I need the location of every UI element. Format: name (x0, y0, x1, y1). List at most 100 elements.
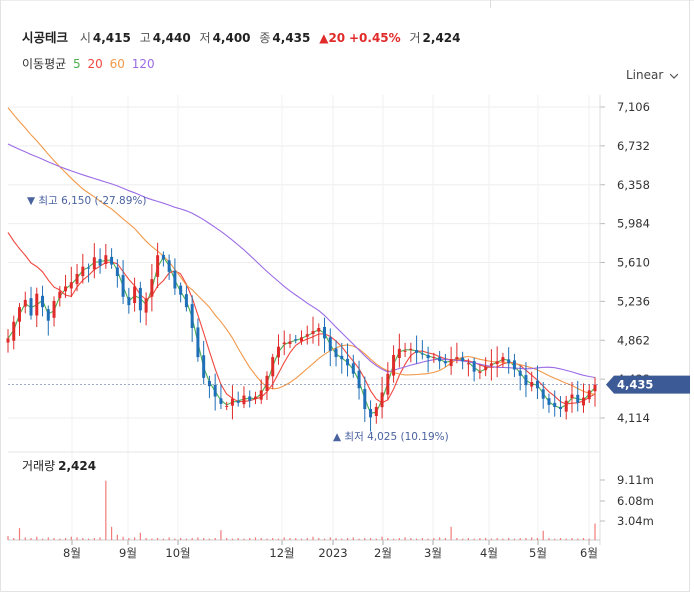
candle-body (242, 395, 246, 405)
ma-5[interactable]: 5 (73, 57, 81, 71)
volume-bar (490, 538, 493, 540)
candle-body (478, 371, 482, 374)
volume-bar (180, 538, 182, 540)
candle-body (466, 363, 470, 365)
volume-bar (157, 538, 159, 540)
candle-body (294, 339, 298, 341)
candle-body (328, 337, 332, 351)
candle-body (432, 357, 436, 359)
volume-bar (450, 526, 452, 540)
candle-body (340, 355, 344, 360)
y-tick-label: 5,984 (617, 217, 650, 231)
volume-bar (36, 536, 38, 540)
candle-body (553, 402, 557, 407)
volume-bar (300, 538, 303, 540)
volume-bar (24, 537, 26, 540)
x-tick-label: 12월 (269, 546, 294, 560)
volume-panel-title: 거래량 2,424 (22, 457, 96, 474)
candle-body (46, 309, 50, 321)
candle-body (12, 321, 16, 341)
candle-body (64, 286, 68, 292)
candle-body (484, 366, 488, 371)
volume-bar (208, 538, 211, 540)
volume-bar (254, 537, 257, 540)
candle-body (438, 357, 442, 362)
y-tick-label: 4,862 (617, 333, 650, 347)
candle-body (190, 304, 194, 328)
candle-body (133, 286, 137, 304)
candle-body (443, 361, 447, 364)
x-tick-label: 9월 (119, 546, 137, 560)
candle-body (570, 394, 574, 399)
volume-tick-label: 9.11m (617, 473, 654, 487)
candle-body (420, 353, 424, 355)
candle-body (334, 348, 338, 358)
volume-bar (243, 538, 245, 540)
volume-bar (82, 538, 84, 540)
candle-body (52, 300, 56, 318)
candle-body (271, 357, 275, 377)
volume-bar (122, 536, 124, 540)
candle-body (369, 409, 373, 418)
candle-body (547, 398, 551, 405)
candle-body (300, 337, 303, 342)
close-label: 종 (259, 31, 271, 45)
volume-bar (387, 538, 389, 540)
moving-average-legend: 이동평균 5 20 60 120 (22, 55, 158, 72)
candle-body (179, 285, 183, 295)
candle-body (512, 360, 516, 370)
y-tick-label: 7,106 (617, 100, 650, 114)
scale-mode-select[interactable]: Linear (626, 68, 664, 82)
volume-bar (151, 538, 153, 540)
volume-bar (249, 538, 251, 540)
candle-body (253, 396, 257, 399)
open-value: 4,415 (92, 31, 131, 45)
candle-body (426, 354, 430, 359)
candle-body (213, 384, 217, 397)
candle-body (449, 359, 453, 367)
change-value: 20 (328, 31, 346, 45)
candle-body (351, 363, 355, 374)
volume-bar (427, 538, 429, 540)
volume-bar (18, 528, 21, 540)
candle-body (18, 307, 22, 322)
volume-bar (168, 537, 170, 540)
candle-body (35, 293, 39, 316)
ma-line-20 (7, 232, 596, 405)
volume-bar (277, 538, 280, 540)
candle-body (392, 355, 396, 376)
candle-body (219, 398, 223, 404)
candle-body (110, 256, 114, 265)
high-value: 4,440 (152, 31, 191, 45)
volume-bar (231, 538, 234, 540)
volume-bar (110, 526, 113, 540)
candle-body (593, 384, 597, 392)
volume-bar (519, 538, 521, 540)
candle-body (357, 370, 361, 389)
volume-bar (571, 538, 573, 540)
ma-60[interactable]: 60 (109, 57, 125, 71)
stock-name: 시공테크 (22, 30, 69, 45)
candle-body (524, 375, 528, 386)
volume-bar (260, 538, 262, 540)
ma-120[interactable]: 120 (131, 57, 155, 71)
volume-bar (30, 538, 32, 540)
ma-20[interactable]: 20 (87, 57, 103, 71)
candle-body (69, 282, 73, 289)
candle-body (6, 338, 10, 343)
candle-body (374, 406, 378, 416)
volume-bar (306, 538, 308, 540)
volume-bar (295, 538, 297, 540)
candle-body (127, 297, 131, 306)
change-arrow-icon: ▲ (319, 31, 329, 45)
candle-body (415, 349, 419, 353)
candle-body (380, 392, 384, 408)
volume-bar (582, 538, 585, 540)
candle-body (236, 400, 240, 403)
volume-bar (554, 538, 556, 540)
candle-body (501, 357, 505, 362)
chevron-down-icon[interactable] (670, 72, 678, 80)
volume-bar (433, 538, 435, 540)
volume-bar (272, 538, 274, 540)
